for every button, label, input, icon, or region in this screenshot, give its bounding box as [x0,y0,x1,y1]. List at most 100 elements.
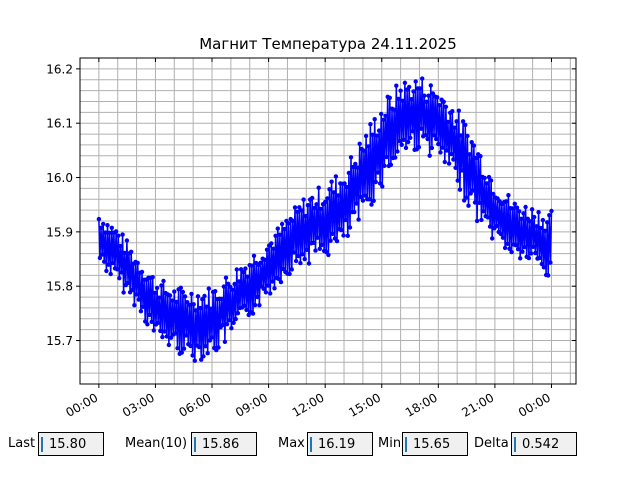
data-point [311,240,316,245]
data-point [243,266,248,271]
data-point [265,283,271,288]
data-point [478,154,483,159]
data-point [306,261,312,266]
min-value-field[interactable]: 15.65 [402,432,468,456]
data-point [120,232,125,237]
data-point [199,357,204,362]
x-tick-label: 00:00 [516,390,553,419]
data-point [372,117,377,122]
data-point [96,216,102,222]
data-point [547,213,552,218]
data-point [325,196,330,201]
data-point [193,308,199,313]
data-point [200,297,205,302]
data-point [486,174,492,180]
data-point [408,135,413,140]
x-tick-label: 12:00 [290,390,327,419]
data-point [519,216,524,221]
data-point [494,223,499,229]
data-point [522,244,527,250]
data-point [245,274,250,279]
stat-value-delta: 0.542 [522,437,560,452]
data-point [549,208,554,214]
data-point [219,296,224,302]
temperature-chart: Магнит Температура 24.11.2025 15.7 15.8 15… [46,35,577,420]
data-point [164,334,169,339]
data-point [427,153,432,158]
data-point [374,133,380,138]
data-point [135,260,140,266]
data-point [528,251,534,256]
data-point [241,270,246,275]
plot-frame [79,57,577,385]
stats-bar: Last 15.80 Mean(10) 15.86 Max 16.19 Min … [0,432,640,458]
data-point [221,284,227,289]
data-point [383,113,388,119]
data-point [287,271,292,277]
data-point [295,209,300,214]
data-point [196,344,202,350]
y-tick-label: 15.8 [46,280,73,294]
data-point [395,149,400,154]
stat-label-delta: Delta [474,436,509,451]
data-point [121,290,126,295]
data-point [409,97,414,102]
data-point [434,136,439,142]
max-value-field[interactable]: 16.19 [307,432,373,456]
data-point [445,119,451,125]
data-point [292,205,298,210]
data-point [467,152,472,157]
data-point [444,148,450,153]
data-point [459,168,465,173]
data-point [450,109,455,114]
data-point [180,289,186,295]
data-point [264,247,270,252]
data-point [167,293,173,298]
data-point [273,233,278,238]
data-point [234,267,239,272]
data-point [101,221,106,227]
data-point [119,270,124,275]
text-cursor [405,437,407,452]
last-value-field[interactable]: 15.80 [38,432,104,456]
data-point [323,199,328,205]
data-point [397,138,402,144]
x-tick-label: 15:00 [346,390,383,419]
mean-value-field[interactable]: 15.86 [191,432,257,456]
delta-value-field[interactable]: 0.542 [511,432,577,456]
data-point [406,139,411,145]
data-point [400,98,405,104]
data-point [230,287,235,292]
data-point [297,205,302,210]
data-point [314,202,319,207]
data-point [195,294,201,299]
data-point [453,165,458,170]
data-point [155,320,161,325]
data-point [370,132,375,137]
data-point [330,231,335,236]
data-point [355,165,360,170]
data-point [452,125,457,130]
data-point [279,221,285,227]
data-point [375,170,381,175]
data-point [216,345,221,350]
data-point [515,247,521,252]
data-point [276,276,281,282]
data-point [506,193,511,198]
data-point [371,198,376,203]
data-point [403,145,409,151]
data-point [227,318,232,323]
data-point [134,292,139,297]
data-point [145,322,150,327]
data-point [105,223,110,228]
data-point [130,287,135,293]
data-point [424,99,429,105]
x-tick-label: 03:00 [120,390,157,419]
data-point [269,241,274,246]
data-point [263,290,269,295]
data-point [149,319,154,324]
data-point [188,343,193,349]
data-point [257,303,262,308]
y-tick-label: 16.2 [46,62,73,76]
data-point [465,133,470,139]
